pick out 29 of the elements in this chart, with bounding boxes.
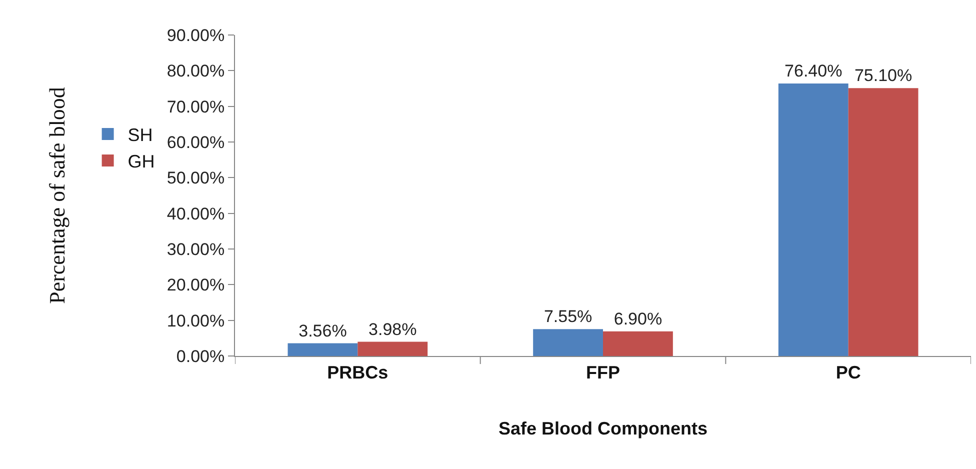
data-label: 3.56% xyxy=(298,321,347,340)
legend-label: GH xyxy=(128,151,155,172)
data-label: 75.10% xyxy=(854,66,912,86)
bar xyxy=(848,88,918,356)
x-axis-title: Safe Blood Components xyxy=(498,418,708,439)
y-tick-label: 70.00% xyxy=(166,97,225,116)
y-tick-label: 30.00% xyxy=(166,240,225,259)
y-tick-label: 60.00% xyxy=(166,132,225,152)
bar xyxy=(533,329,603,356)
y-axis-title: Percentage of safe blood xyxy=(44,87,70,304)
bar xyxy=(358,342,428,356)
y-tick-label: 0.00% xyxy=(176,346,225,366)
y-tick-label: 20.00% xyxy=(166,276,225,295)
y-tick-label: 10.00% xyxy=(166,311,225,330)
bar xyxy=(778,84,848,356)
data-label: 76.40% xyxy=(784,62,842,81)
data-label: 6.90% xyxy=(614,309,662,328)
x-tick-label: PC xyxy=(836,362,861,383)
y-tick-label: 90.00% xyxy=(166,26,225,45)
y-tick-label: 40.00% xyxy=(166,204,225,224)
y-tick-label: 80.00% xyxy=(166,62,225,81)
data-label: 3.98% xyxy=(368,320,417,339)
legend-label: SH xyxy=(128,125,153,146)
data-label: 7.55% xyxy=(544,307,592,326)
x-tick-label: FFP xyxy=(586,362,620,383)
y-tick-label: 50.00% xyxy=(166,168,225,188)
bar xyxy=(288,343,358,356)
x-tick-label: PRBCs xyxy=(327,362,388,383)
bar xyxy=(603,331,673,356)
